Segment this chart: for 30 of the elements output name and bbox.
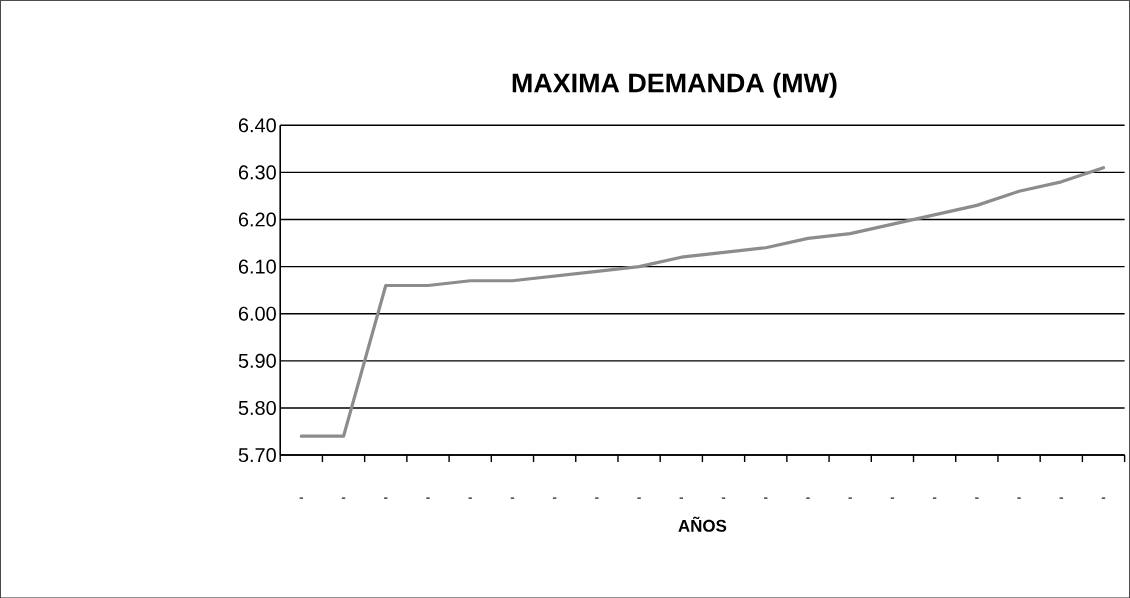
x-tick-label: - xyxy=(637,497,641,499)
x-tick-label: - xyxy=(299,497,304,499)
x-tick-label: - xyxy=(1059,497,1063,499)
x-tick-label: - xyxy=(679,497,684,499)
x-tick-label: - xyxy=(595,497,599,499)
x-tick-label: - xyxy=(1101,497,1106,499)
x-tick-label: - xyxy=(552,497,557,499)
x-tick-label: - xyxy=(806,497,810,499)
y-tick-label: 5.80 xyxy=(238,400,276,415)
x-tick-label: - xyxy=(341,497,346,499)
x-tick-label: - xyxy=(890,497,895,499)
x-tick-label: - xyxy=(384,497,388,499)
y-tick-label: 5.90 xyxy=(238,353,276,368)
y-tick-label: 6.00 xyxy=(238,306,276,321)
y-tick-label: 6.30 xyxy=(238,165,276,180)
y-tick-label: 6.10 xyxy=(238,259,276,274)
x-tick-label: - xyxy=(1017,497,1021,499)
y-tick-label: 6.20 xyxy=(238,212,276,227)
x-tick-label: - xyxy=(848,497,852,499)
y-tick-label: 6.40 xyxy=(238,118,276,133)
x-tick-label: - xyxy=(932,497,937,499)
x-tick-label: - xyxy=(426,497,430,499)
x-tick-label: - xyxy=(764,497,768,499)
x-axis-title: AÑOS xyxy=(678,516,727,532)
chart-title: MAXIMA DEMANDA (MW) xyxy=(512,72,837,98)
x-tick-label: - xyxy=(975,497,979,499)
x-tick-label: - xyxy=(468,497,472,499)
x-tick-label: - xyxy=(510,497,515,499)
x-tick-label: - xyxy=(721,497,726,499)
y-tick-label: 5.70 xyxy=(238,447,276,462)
